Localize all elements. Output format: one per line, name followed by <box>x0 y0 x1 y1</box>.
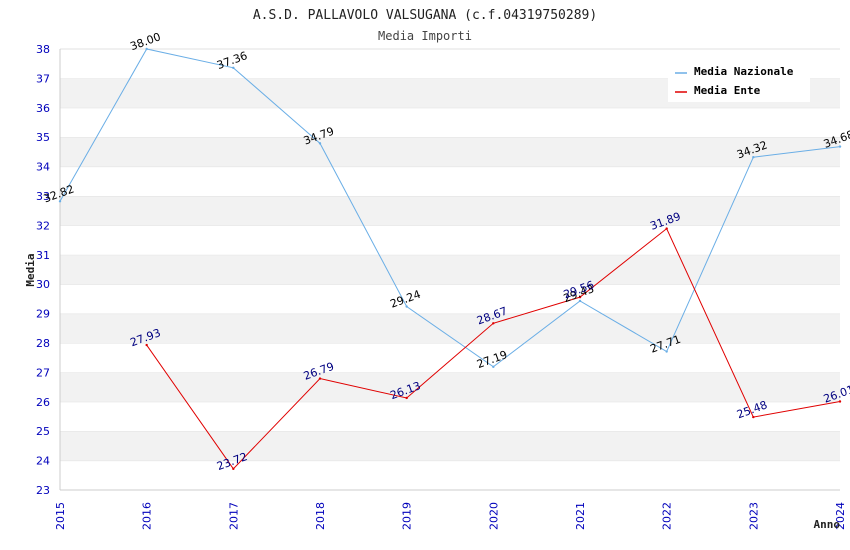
y-tick-label: 36 <box>36 102 50 115</box>
grid-bands <box>60 48 840 490</box>
y-axis-label: Media <box>24 253 37 286</box>
y-tick-label: 26 <box>36 396 50 409</box>
data-point <box>492 322 495 325</box>
x-tick-label: 2016 <box>141 502 154 530</box>
y-tick-label: 31 <box>36 249 50 262</box>
y-tick-label: 27 <box>36 366 50 379</box>
x-tick-label: 2024 <box>834 502 847 530</box>
y-tick-label: 28 <box>36 337 50 350</box>
data-point <box>232 467 235 471</box>
chart-subtitle: Media Importi <box>378 29 472 43</box>
y-tick-label: 24 <box>36 455 50 468</box>
y-tick-label: 37 <box>36 72 50 85</box>
series-lines <box>58 47 842 471</box>
data-point <box>232 66 235 70</box>
y-tick-label: 34 <box>36 161 50 174</box>
x-tick-label: 2023 <box>747 502 760 530</box>
y-tick-label: 29 <box>36 308 50 321</box>
grid-band <box>60 284 840 314</box>
chart-title: A.S.D. PALLAVOLO VALSUGANA (c.f.04319750… <box>253 8 597 23</box>
data-point <box>58 200 62 203</box>
data-point <box>145 47 148 51</box>
y-tick-label: 35 <box>36 131 50 144</box>
grid-band <box>60 254 840 285</box>
y-tick-label: 25 <box>36 425 50 438</box>
x-tick-label: 2017 <box>227 502 240 530</box>
y-tick-labels: 23 24 25 26 27 28 29 30 31 32 33 34 35 36 37 38 <box>36 43 50 497</box>
grid-band <box>60 401 840 432</box>
data-point <box>318 142 322 145</box>
legend-label-media-ente: Media Ente <box>694 84 761 97</box>
data-point <box>492 365 495 369</box>
y-tick-label: 23 <box>36 484 50 497</box>
x-tick-label: 2018 <box>314 502 327 530</box>
x-tick-labels: 2015 2016 2017 2018 2019 2020 2021 2022 2023 2024 <box>54 502 847 530</box>
legend: Media Nazionale Media Ente <box>668 60 810 102</box>
legend-label-media-nazionale: Media Nazionale <box>694 65 794 78</box>
grid-band <box>60 313 840 343</box>
data-point <box>405 305 408 308</box>
y-tick-label: 32 <box>36 219 50 232</box>
data-point <box>752 155 755 159</box>
data-point <box>838 145 842 148</box>
data-point <box>405 396 408 400</box>
x-tick-label: 2021 <box>574 502 587 530</box>
data-point <box>752 415 755 419</box>
x-axis-label: Anno <box>814 518 841 531</box>
y-tick-label: 38 <box>36 43 50 56</box>
grid-band <box>60 431 840 461</box>
grid-band <box>60 372 840 402</box>
grid-band <box>60 137 840 167</box>
x-tick-label: 2020 <box>487 502 500 530</box>
x-tick-label: 2015 <box>54 502 67 530</box>
legend-box <box>668 60 810 102</box>
y-tick-label: 30 <box>36 278 50 291</box>
y-tick-label: 33 <box>36 190 50 203</box>
grid-band <box>60 166 840 196</box>
x-tick-label: 2019 <box>401 502 414 530</box>
series-line-0 <box>59 48 841 368</box>
grid-band <box>60 460 840 490</box>
data-point <box>665 350 668 353</box>
data-point <box>578 295 582 299</box>
data-point <box>838 400 842 403</box>
x-tick-label: 2022 <box>661 502 674 530</box>
data-point <box>145 343 148 347</box>
data-point <box>665 227 668 230</box>
data-point <box>578 299 582 303</box>
data-point <box>318 377 322 380</box>
grid-band <box>60 225 840 255</box>
grid-band <box>60 196 840 226</box>
grid-band <box>60 343 840 373</box>
grid-band <box>60 107 840 138</box>
